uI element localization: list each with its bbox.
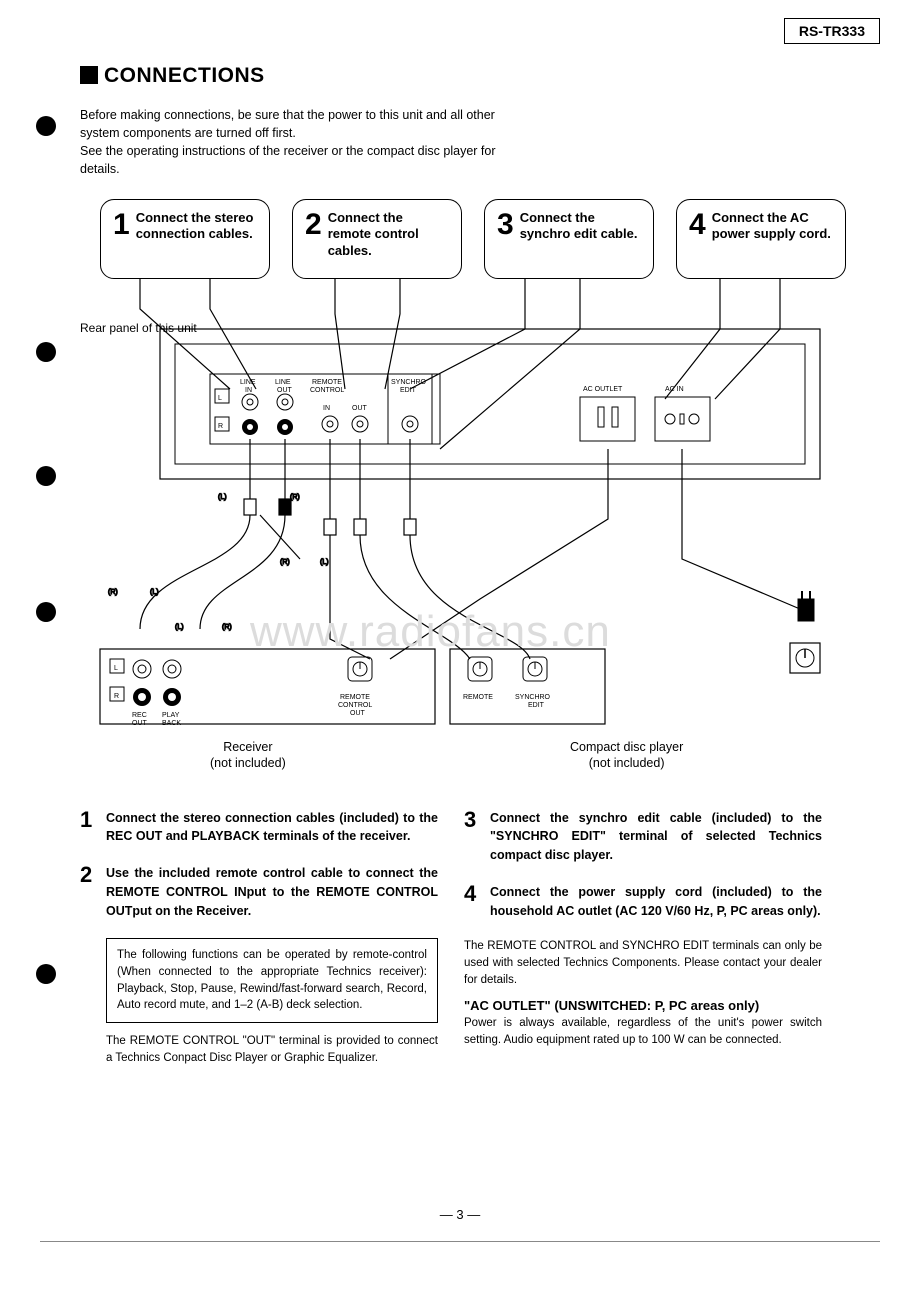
punch-dot — [36, 602, 56, 622]
svg-text:SYNCHRO: SYNCHRO — [515, 694, 551, 701]
punch-dot — [36, 964, 56, 984]
step-number: 4 — [689, 210, 706, 240]
step-number: 1 — [113, 210, 130, 240]
step-box-4: 4 Connect the AC power supply cord. — [676, 199, 846, 280]
step-text: Connect the AC power supply cord. — [712, 210, 833, 244]
step-text: Connect the stereo connection cables. — [136, 210, 257, 244]
step-number: 2 — [305, 210, 322, 240]
diagram-svg: L R LINE IN LINE OUT REMOTE CONTROL IN O… — [80, 199, 840, 779]
svg-text:R: R — [114, 693, 119, 700]
svg-text:(L): (L) — [320, 559, 329, 566]
lbl-ac-in: AC IN — [665, 386, 684, 393]
svg-text:CONTROL: CONTROL — [338, 702, 372, 709]
svg-text:IN: IN — [245, 387, 252, 394]
right-column: 3 Connect the synchro edit cable (includ… — [464, 809, 822, 1067]
lbl-synchro: SYNCHRO — [391, 379, 427, 386]
intro-line: Before making connections, be sure that … — [80, 106, 510, 142]
title-text: CONNECTIONS — [104, 64, 265, 87]
page-body: CONNECTIONS Before making connections, b… — [0, 0, 920, 1066]
intro-line: See the operating instructions of the re… — [80, 142, 510, 178]
lbl-line-out: LINE — [275, 379, 291, 386]
svg-text:IN: IN — [323, 405, 330, 412]
svg-text:EDIT: EDIT — [400, 387, 417, 394]
lbl-ac-outlet: AC OUTLET — [583, 386, 623, 393]
connection-diagram: 1 Connect the stereo connection cables. … — [80, 199, 840, 779]
detail-step-3: 3 Connect the synchro edit cable (includ… — [464, 809, 822, 865]
step-box-1: 1 Connect the stereo connection cables. — [100, 199, 270, 280]
svg-text:(L): (L) — [150, 589, 159, 596]
punch-dot — [36, 342, 56, 362]
detail-step-1: 1 Connect the stereo connection cables (… — [80, 809, 438, 847]
step-number: 3 — [497, 210, 514, 240]
terminals-note: The REMOTE CONTROL and SYNCHRO EDIT term… — [464, 938, 822, 988]
ac-outlet-heading: "AC OUTLET" (UNSWITCHED: P, PC areas onl… — [464, 998, 822, 1013]
svg-text:(R): (R) — [222, 624, 232, 631]
model-box: RS-TR333 — [784, 18, 880, 44]
footer-rule — [40, 1241, 880, 1242]
page-number: — 3 — — [0, 1207, 920, 1222]
svg-text:REC: REC — [132, 712, 147, 719]
ac-outlet-body: Power is always available, regardless of… — [464, 1015, 822, 1048]
svg-text:OUT: OUT — [277, 387, 293, 394]
svg-text:OUT: OUT — [350, 710, 366, 717]
svg-text:(L): (L) — [218, 494, 227, 501]
remote-functions-note: The following functions can be operated … — [106, 938, 438, 1023]
lbl-line-in: LINE — [240, 379, 256, 386]
svg-text:(L): (L) — [175, 624, 184, 631]
intro-text: Before making connections, be sure that … — [80, 106, 510, 179]
section-title: CONNECTIONS — [80, 64, 840, 88]
lbl-remote: REMOTE — [312, 379, 342, 386]
title-square-icon — [80, 66, 98, 84]
detail-step-4: 4 Connect the power supply cord (include… — [464, 883, 822, 921]
svg-text:PLAY: PLAY — [162, 712, 180, 719]
svg-text:(R): (R) — [280, 559, 290, 566]
step-text: Connect the remote control cables. — [328, 210, 449, 261]
punch-dot — [36, 466, 56, 486]
svg-text:REMOTE: REMOTE — [463, 694, 493, 701]
punch-dot — [36, 116, 56, 136]
step-text: Connect the synchro edit cable. — [520, 210, 641, 244]
step-box-2: 2 Connect the remote control cables. — [292, 199, 462, 280]
svg-text:OUT: OUT — [352, 405, 368, 412]
step-box-3: 3 Connect the synchro edit cable. — [484, 199, 654, 280]
svg-text:(R): (R) — [108, 589, 118, 596]
lbl-R: R — [218, 423, 223, 430]
svg-text:EDIT: EDIT — [528, 702, 545, 709]
svg-text:BACK: BACK — [162, 720, 181, 727]
steps-detail-columns: 1 Connect the stereo connection cables (… — [80, 809, 840, 1067]
left-column: 1 Connect the stereo connection cables (… — [80, 809, 438, 1067]
detail-step-2: 2 Use the included remote control cable … — [80, 864, 438, 920]
svg-text:L: L — [114, 665, 118, 672]
svg-text:CONTROL: CONTROL — [310, 387, 344, 394]
svg-text:REMOTE: REMOTE — [340, 694, 370, 701]
svg-text:OUT: OUT — [132, 720, 148, 727]
remote-out-note: The REMOTE CONTROL "OUT" terminal is pro… — [106, 1033, 438, 1066]
lbl-L: L — [218, 395, 222, 402]
